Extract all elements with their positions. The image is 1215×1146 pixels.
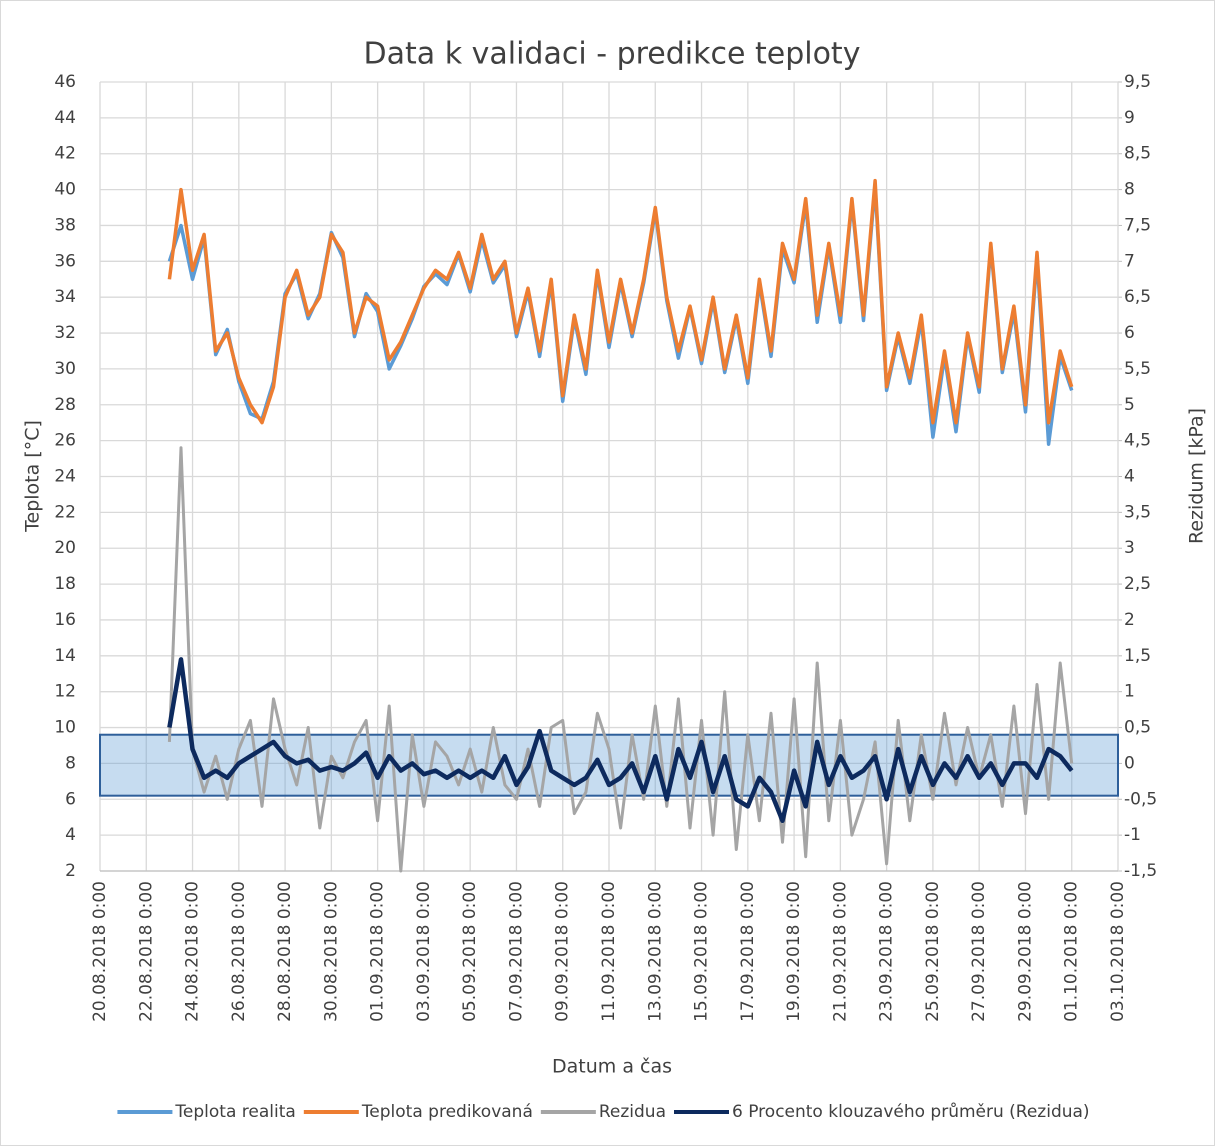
y2-tick-label: 4,5 xyxy=(1124,431,1151,451)
y-tick-label: 2 xyxy=(65,861,76,881)
x-axis-title: Datum a čas xyxy=(552,1056,672,1078)
y-tick-label: 22 xyxy=(54,502,76,522)
legend-label: Rezidua xyxy=(599,1102,666,1122)
y2-tick-label: 8 xyxy=(1124,180,1135,200)
y2-tick-label: 5 xyxy=(1124,395,1135,415)
legend-item: Rezidua xyxy=(540,1102,666,1122)
y2-tick-label: 9 xyxy=(1124,108,1135,128)
y2-tick-label: 6,5 xyxy=(1124,287,1151,307)
y-tick-label: 28 xyxy=(54,395,76,415)
y2-tick-label: -1 xyxy=(1124,825,1141,845)
x-tick-label: 29.09.2018 0:00 xyxy=(1015,881,1035,1022)
x-tick-label: 23.09.2018 0:00 xyxy=(877,881,897,1022)
y-tick-label: 16 xyxy=(54,610,76,630)
legend-label: 6 Procento klouzavého průměru (Rezidua) xyxy=(732,1102,1090,1122)
y2-tick-label: 0,5 xyxy=(1124,718,1151,738)
y2-tick-label: 7,5 xyxy=(1124,215,1151,235)
y2-tick-label: 8,5 xyxy=(1124,144,1151,164)
series-line xyxy=(167,446,1074,873)
y2-tick-label: 3,5 xyxy=(1124,502,1151,522)
x-tick-label: 22.08.2018 0:00 xyxy=(136,881,156,1022)
y-tick-label: 30 xyxy=(54,359,76,379)
y-tick-label: 36 xyxy=(54,251,76,271)
legend-label: Teplota realita xyxy=(174,1102,295,1122)
y-tick-label: 18 xyxy=(54,574,76,594)
x-tick-label: 03.10.2018 0:00 xyxy=(1108,881,1128,1022)
x-tick-label: 26.08.2018 0:00 xyxy=(229,881,249,1022)
y-tick-label: 44 xyxy=(54,108,76,128)
y2-tick-label: 2,5 xyxy=(1124,574,1151,594)
chart-title: Data k validaci - predikce teploty xyxy=(364,37,861,72)
x-tick-label: 24.08.2018 0:00 xyxy=(183,881,203,1022)
x-tick-label: 28.08.2018 0:00 xyxy=(275,881,295,1022)
y-tick-label: 8 xyxy=(65,753,76,773)
y2-tick-label: 6 xyxy=(1124,323,1135,343)
x-tick-label: 01.10.2018 0:00 xyxy=(1062,881,1082,1022)
x-tick-label: 27.09.2018 0:00 xyxy=(969,881,989,1022)
y2-tick-label: 1 xyxy=(1124,682,1135,702)
y2-tick-label: 2 xyxy=(1124,610,1135,630)
y2-tick-label: 9,5 xyxy=(1124,72,1151,92)
y-tick-label: 42 xyxy=(54,144,76,164)
y-tick-label: 20 xyxy=(54,538,76,558)
y-tick-label: 38 xyxy=(54,215,76,235)
y-tick-label: 32 xyxy=(54,323,76,343)
y2-tick-label: 5,5 xyxy=(1124,359,1151,379)
y-tick-label: 46 xyxy=(54,72,76,92)
x-tick-label: 25.09.2018 0:00 xyxy=(923,881,943,1022)
y2-tick-label: 0 xyxy=(1124,753,1135,773)
y-tick-label: 34 xyxy=(54,287,76,307)
x-tick-label: 19.09.2018 0:00 xyxy=(784,881,804,1022)
y-tick-label: 26 xyxy=(54,431,76,451)
x-tick-label: 03.09.2018 0:00 xyxy=(414,881,434,1022)
legend-item: Teplota realita xyxy=(117,1102,296,1122)
legend-item: 6 Procento klouzavého průměru (Rezidua) xyxy=(674,1102,1090,1122)
y-tick-label: 40 xyxy=(54,180,76,200)
x-tick-label: 09.09.2018 0:00 xyxy=(553,881,573,1022)
y2-tick-label: 4 xyxy=(1124,467,1135,487)
x-tick-label: 15.09.2018 0:00 xyxy=(692,881,712,1022)
y2-tick-label: -0,5 xyxy=(1124,789,1157,809)
x-tick-label: 21.09.2018 0:00 xyxy=(830,881,850,1022)
x-tick-label: 30.08.2018 0:00 xyxy=(321,881,341,1022)
y-tick-label: 24 xyxy=(54,467,76,487)
x-tick-label: 07.09.2018 0:00 xyxy=(506,881,526,1022)
y-tick-label: 12 xyxy=(54,682,76,702)
series-line xyxy=(167,657,1074,824)
y-tick-label: 14 xyxy=(54,646,76,666)
y2-tick-label: 7 xyxy=(1124,251,1135,271)
y2-tick-label: 3 xyxy=(1124,538,1135,558)
x-tick-label: 17.09.2018 0:00 xyxy=(738,881,758,1022)
series-line xyxy=(167,178,1074,425)
x-tick-label: 20.08.2018 0:00 xyxy=(90,881,110,1022)
x-tick-label: 05.09.2018 0:00 xyxy=(460,881,480,1022)
legend-item: Teplota predikovaná xyxy=(303,1102,533,1122)
y-axis-title: Teplota [°C] xyxy=(22,420,44,533)
x-tick-label: 11.09.2018 0:00 xyxy=(599,881,619,1022)
x-tick-label: 13.09.2018 0:00 xyxy=(645,881,665,1022)
x-tick-label: 01.09.2018 0:00 xyxy=(368,881,388,1022)
y-tick-label: 4 xyxy=(65,825,76,845)
y2-tick-label: 1,5 xyxy=(1124,646,1151,666)
y2-axis-title: Rezidum [kPa] xyxy=(1186,408,1208,544)
legend-label: Teplota predikovaná xyxy=(361,1102,533,1122)
y-tick-label: 6 xyxy=(65,789,76,809)
y-tick-label: 10 xyxy=(54,718,76,738)
y2-tick-label: -1,5 xyxy=(1124,861,1157,881)
